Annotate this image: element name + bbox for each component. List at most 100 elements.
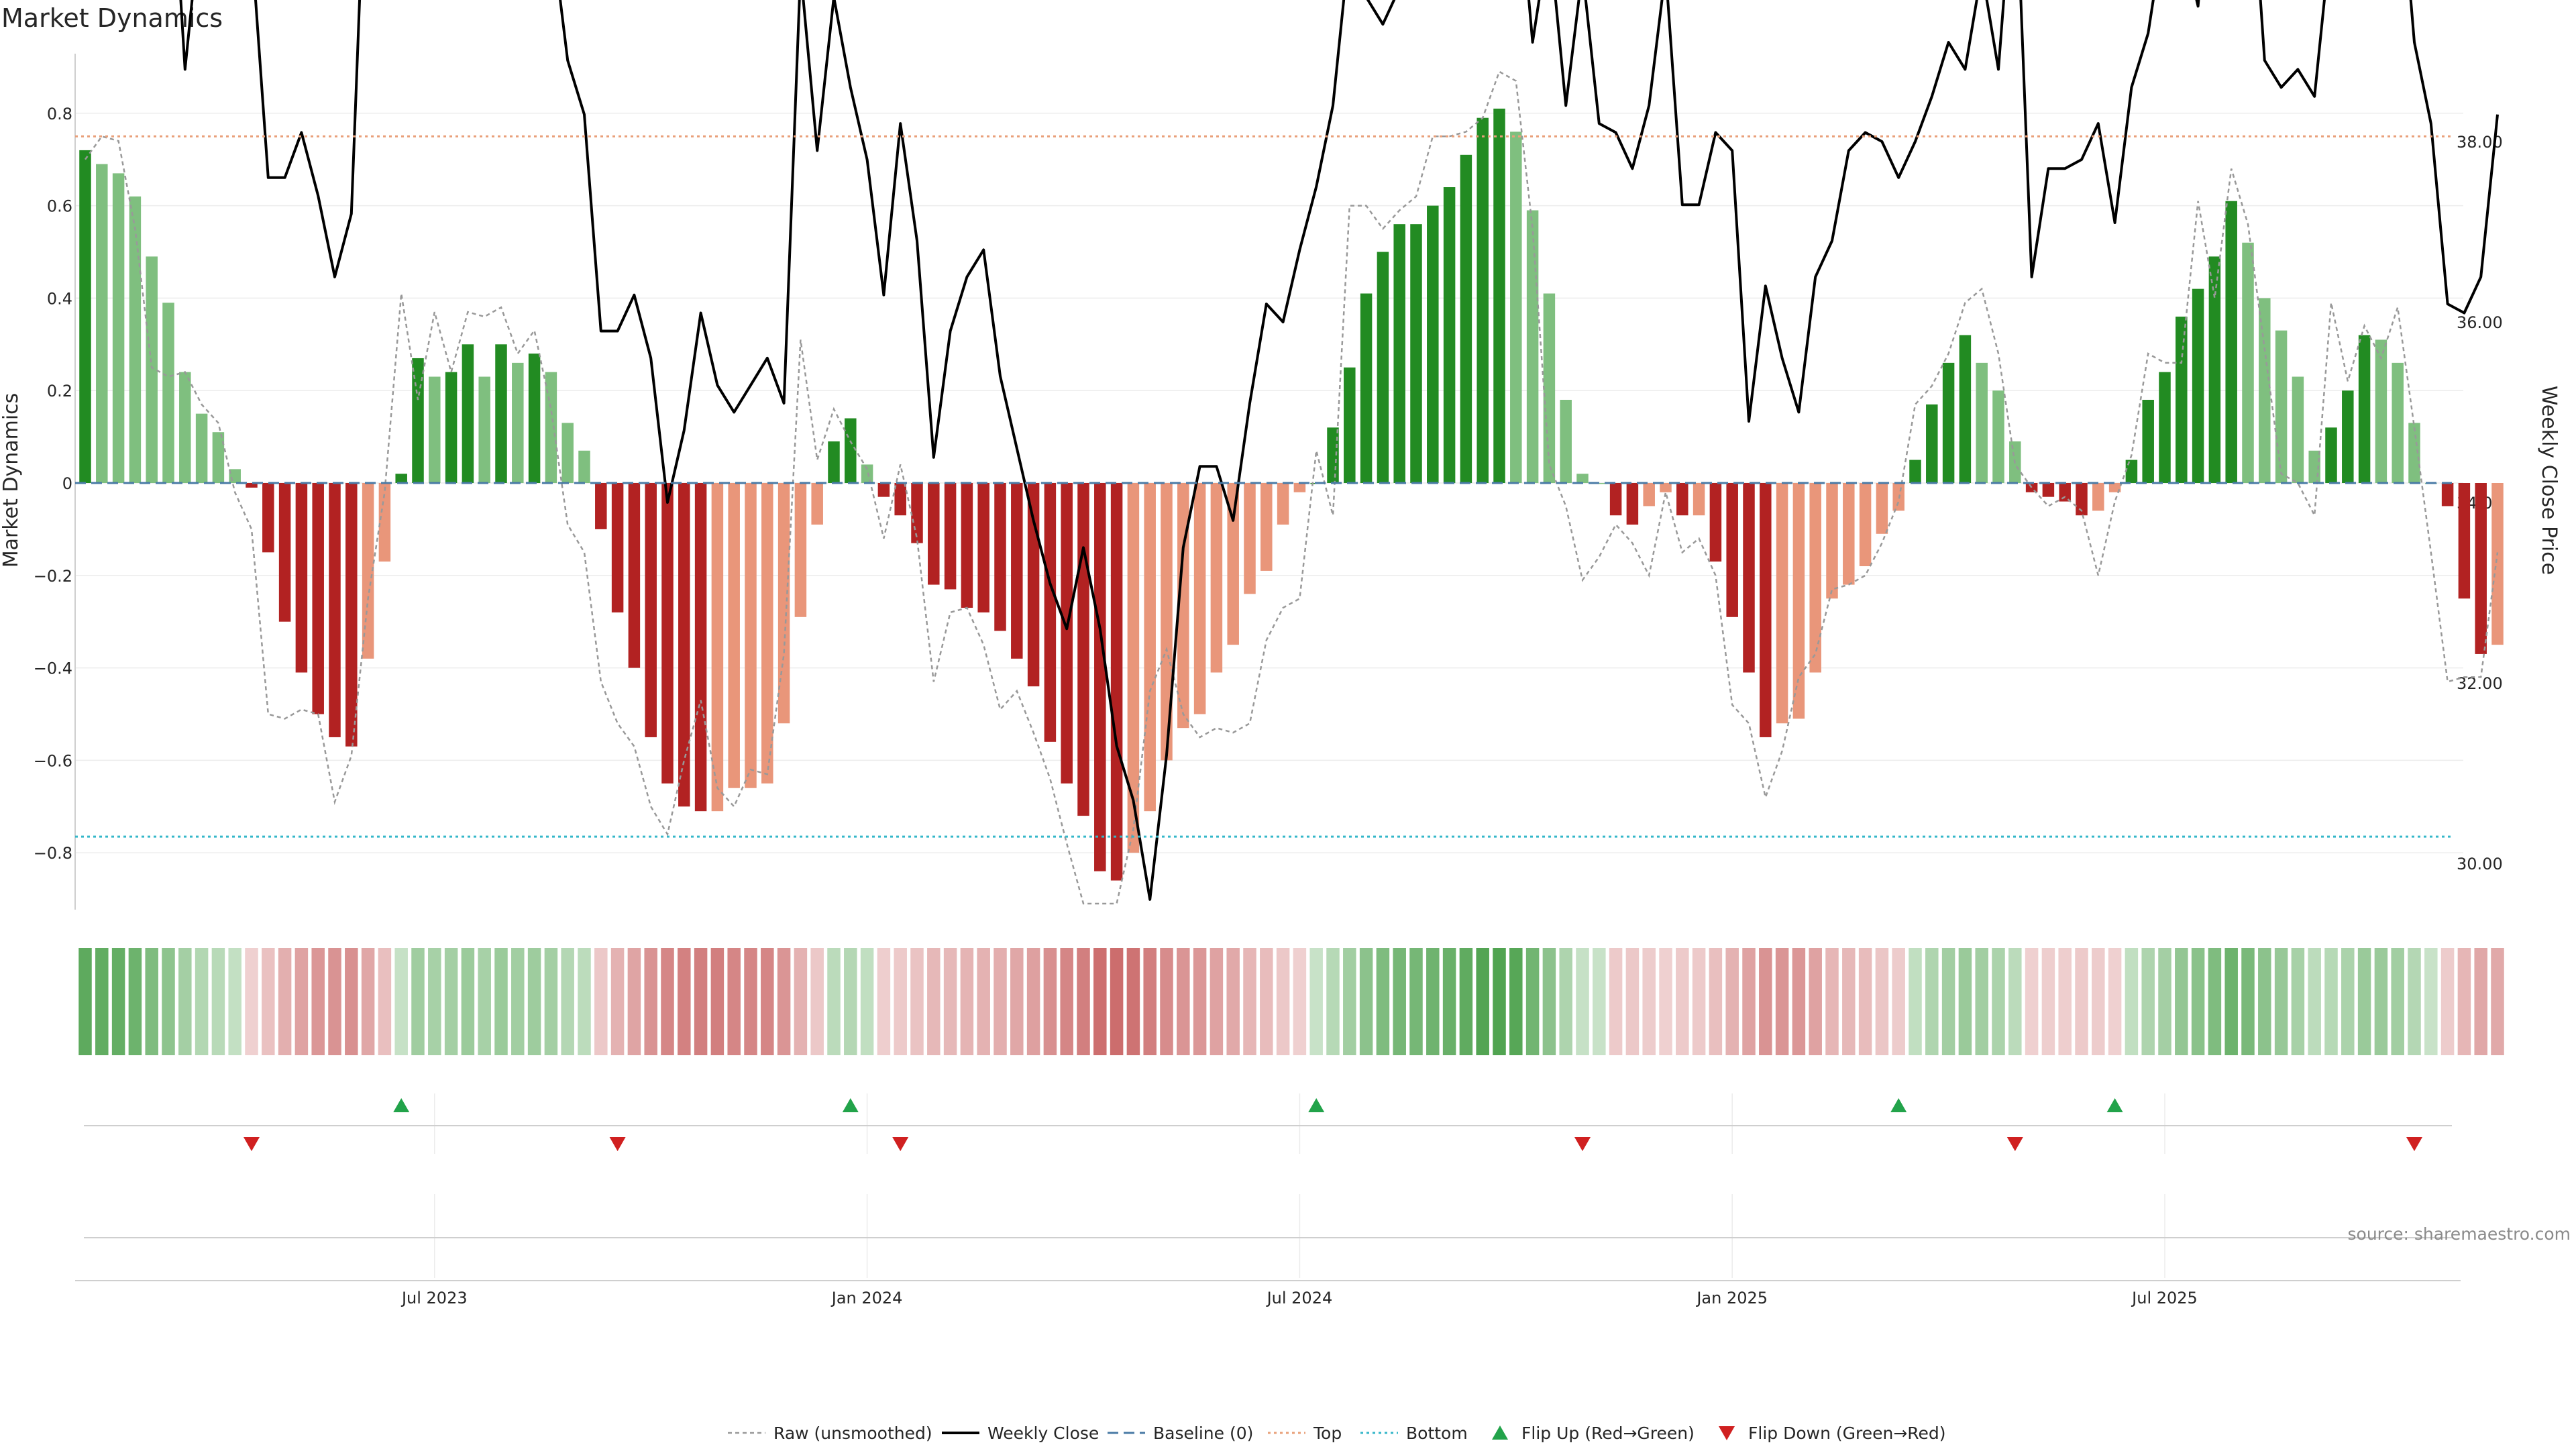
market-dynamics-bar — [1576, 474, 1589, 483]
heat-strip-cell — [145, 948, 158, 1055]
market-dynamics-bar — [845, 418, 857, 483]
heat-strip-cell — [328, 948, 341, 1055]
market-dynamics-bar — [745, 483, 757, 788]
market-dynamics-bar — [2358, 335, 2371, 483]
heat-strip-cell — [578, 948, 591, 1055]
heat-strip-cell — [761, 948, 774, 1055]
flip-down-marker — [892, 1137, 909, 1151]
heat-strip-cell — [361, 948, 375, 1055]
market-dynamics-bar — [1161, 483, 1173, 761]
market-dynamics-bar — [1360, 293, 1373, 483]
market-dynamics-bar — [1044, 483, 1057, 742]
market-dynamics-bar — [162, 303, 174, 483]
legend-label: Flip Down (Green→Red) — [1748, 1424, 1946, 1443]
heat-strip-cell — [1060, 948, 1073, 1055]
flip-up-marker — [842, 1098, 859, 1112]
heat-strip-cell — [1593, 948, 1606, 1055]
flip-up-marker — [2106, 1098, 2123, 1112]
market-dynamics-bar — [2375, 339, 2387, 483]
heat-strip-cell — [894, 948, 907, 1055]
heat-strip-cell — [1143, 948, 1157, 1055]
market-dynamics-bar — [2275, 330, 2288, 483]
market-dynamics-bar — [1144, 483, 1156, 812]
market-dynamics-bar — [1094, 483, 1106, 871]
heat-strip-cell — [2008, 948, 2022, 1055]
market-dynamics-bar — [129, 196, 142, 483]
y2-tick-label: 30.00 — [2457, 855, 2503, 873]
market-dynamics-bar — [1327, 427, 1339, 483]
heat-strip-cell — [1509, 948, 1523, 1055]
heat-strip-cell — [844, 948, 857, 1055]
heat-strip-cell — [1010, 948, 1024, 1055]
market-dynamics-bar — [1193, 483, 1206, 714]
heat-strip-cell — [2241, 948, 2255, 1055]
legend-label: Top — [1313, 1424, 1342, 1443]
market-dynamics-bar — [1609, 483, 1622, 516]
heat-strip-cell — [943, 948, 957, 1055]
market-dynamics-bar — [1709, 483, 1722, 562]
heat-strip-cell — [1426, 948, 1440, 1055]
x-tick-label: Jan 2025 — [1695, 1289, 1768, 1307]
flip-up-marker — [1308, 1098, 1325, 1112]
legend: Raw (unsmoothed) Weekly Close Baseline (0)… — [728, 1424, 1946, 1443]
market-dynamics-bar — [195, 413, 208, 483]
market-dynamics-bar — [2292, 376, 2304, 483]
heat-strip-cell — [1293, 948, 1307, 1055]
heat-strip-cell — [294, 948, 309, 1055]
heat-strip-cell — [128, 948, 142, 1055]
heat-strip-cell — [1775, 948, 1789, 1055]
heat-strip-cell — [2474, 948, 2487, 1055]
heat-strip-cell — [1093, 948, 1107, 1055]
market-dynamics-bar — [229, 469, 241, 483]
market-dynamics-bar — [728, 483, 740, 788]
market-dynamics-bar — [2025, 483, 2038, 492]
market-dynamics-bar — [96, 164, 108, 483]
y-tick-label: −0.6 — [34, 751, 72, 770]
heat-strip-cell — [461, 948, 475, 1055]
heat-strip-cell — [1525, 948, 1540, 1055]
market-dynamics-bar — [977, 483, 989, 612]
market-dynamics-bar — [1809, 483, 1821, 673]
market-dynamics-bar — [395, 474, 407, 483]
market-dynamics-bar — [1526, 210, 1539, 483]
market-dynamics-bar — [1377, 252, 1389, 483]
market-dynamics-bar — [1876, 483, 1888, 534]
flip-down-marker — [2406, 1137, 2422, 1151]
heat-strip-cell — [345, 948, 358, 1055]
market-dynamics-bar — [1726, 483, 1738, 617]
heat-strip-cell — [644, 948, 657, 1055]
market-dynamics-bar — [961, 483, 973, 608]
heat-strip-cell — [1642, 948, 1656, 1055]
heat-strip-cell — [694, 948, 708, 1055]
weekly-close-line — [179, 0, 2499, 901]
heat-strip-cell — [1077, 948, 1090, 1055]
market-dynamics-bar — [1660, 483, 1672, 492]
market-dynamics-bar — [528, 354, 541, 483]
heat-strip-cell — [2025, 948, 2039, 1055]
market-dynamics-bar — [429, 376, 441, 483]
legend-label: Weekly Close — [987, 1424, 1099, 1443]
market-dynamics-bar — [1260, 483, 1273, 571]
market-dynamics-bar — [1693, 483, 1705, 516]
heat-strip-cell — [2408, 948, 2421, 1055]
heat-strip-cell — [494, 948, 508, 1055]
heat-strip-cell — [1043, 948, 1057, 1055]
x-tick-label: Jul 2025 — [2131, 1289, 2198, 1307]
market-dynamics-bar — [661, 483, 674, 784]
x-tick-label: Jul 2023 — [400, 1289, 468, 1307]
market-dynamics-bar — [1743, 483, 1755, 673]
market-dynamics-bar — [1543, 293, 1556, 483]
market-dynamics-bar — [2076, 483, 2088, 516]
market-dynamics-bar — [262, 483, 274, 553]
market-dynamics-bar — [378, 483, 391, 562]
market-dynamics-bar — [1277, 483, 1289, 525]
heat-strip-cell — [278, 948, 292, 1055]
momentum-heat-strip — [78, 948, 2504, 1055]
market-dynamics-bar — [2342, 390, 2354, 483]
market-dynamics-bar — [761, 483, 773, 784]
flip-down-marker — [244, 1137, 260, 1151]
market-dynamics-bar — [595, 483, 607, 529]
market-dynamics-bar — [2092, 483, 2104, 511]
heat-strip-cell — [1243, 948, 1256, 1055]
market-dynamics-bar — [1843, 483, 1855, 585]
